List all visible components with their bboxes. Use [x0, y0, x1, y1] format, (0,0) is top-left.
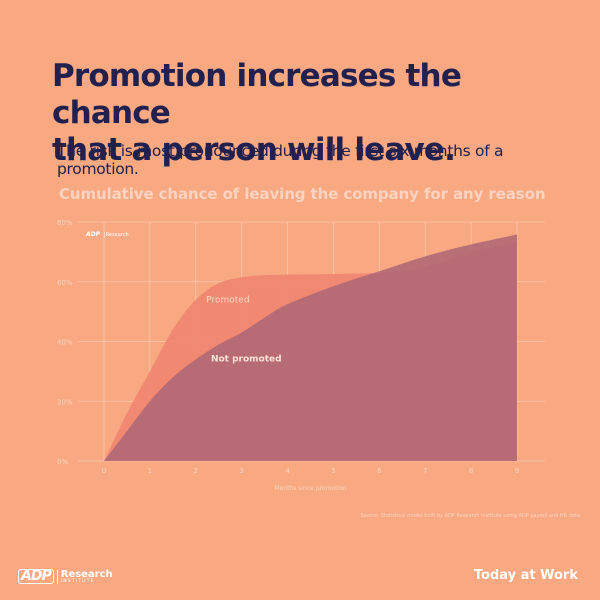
adp-research-logo: ADP Research INSTITUTE [18, 569, 113, 584]
chart-title: Cumulative chance of leaving the company… [59, 185, 546, 203]
title-line-1: Promotion increases the chance [52, 58, 462, 131]
y-tick-label: 0% [57, 458, 68, 466]
y-tick-label: 20% [57, 398, 73, 406]
watermark-logo-mark: ADP [85, 231, 101, 238]
source-note: Source: Statistical model built by ADP R… [360, 513, 580, 519]
x-tick-label: 8 [469, 467, 473, 475]
series-label-not-promoted: Not promoted [211, 355, 282, 365]
y-tick-label: 40% [57, 339, 73, 347]
x-tick-label: 9 [515, 467, 519, 475]
x-tick-label: 4 [285, 467, 290, 475]
logo-text: Research [60, 568, 113, 580]
x-tick-label: 7 [423, 467, 427, 475]
title-line-2: that a person will leave. [52, 132, 456, 168]
logo-mark: ADP [18, 569, 54, 584]
logo-subtext: INSTITUTE [60, 578, 95, 584]
brand-name: Today at Work [473, 568, 578, 583]
x-tick-label: 6 [377, 467, 382, 475]
x-axis-label: Months since promotion [274, 485, 346, 492]
page-subtitle: The risk is most pronounced during the f… [57, 142, 504, 178]
watermark-text: |Research [104, 232, 129, 238]
y-tick-label: 60% [57, 279, 73, 287]
x-tick-label: 2 [194, 467, 198, 475]
series-label-promoted: Promoted [206, 296, 249, 306]
series-area-not-promoted [104, 234, 517, 461]
x-tick-label: 3 [239, 467, 243, 475]
x-tick-label: 5 [331, 467, 335, 475]
x-tick-label: 0 [102, 467, 106, 475]
x-tick-label: 1 [148, 467, 152, 475]
logo-divider [56, 569, 58, 584]
page-title: Promotion increases the chance that a pe… [52, 58, 572, 169]
y-tick-label: 80% [57, 219, 73, 227]
logo-text-block: Research INSTITUTE [60, 568, 113, 584]
